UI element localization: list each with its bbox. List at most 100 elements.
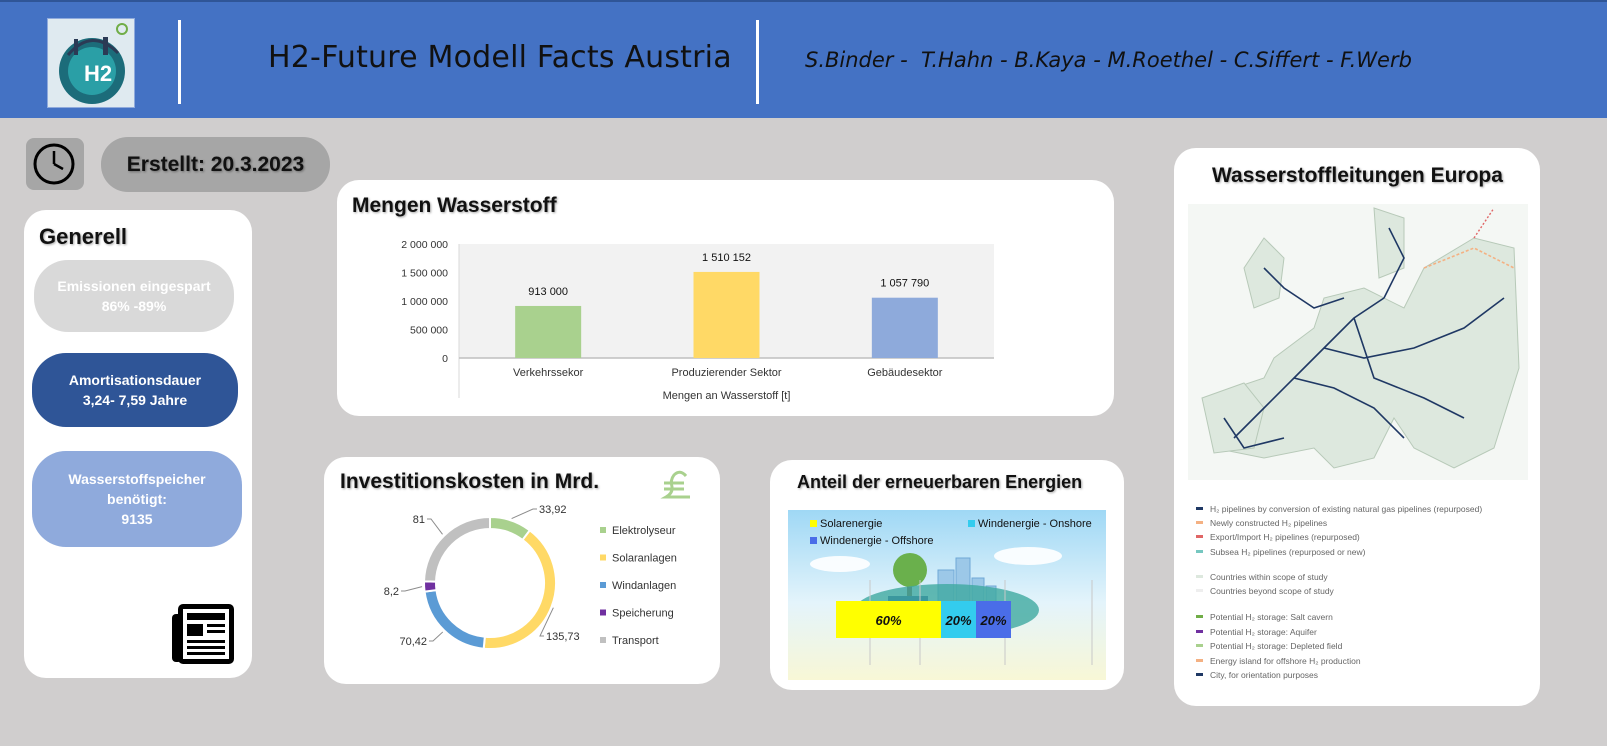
page-title: H2-Future Modell Facts Austria: [268, 40, 732, 75]
svg-text:H2: H2: [84, 61, 112, 86]
y-tick-label: 1 500 000: [401, 268, 448, 280]
map-legend-swatch: [1196, 535, 1203, 538]
storage-card: Wasserstoffspeicher benötigt: 9135: [32, 451, 242, 547]
uk-shape: [1243, 237, 1285, 309]
donut-slice: [489, 515, 532, 542]
europe-pipeline-map: H₂ pipelines by conversion of existing n…: [1188, 204, 1528, 680]
map-legend-label: Potential H₂ storage: Depleted field: [1210, 641, 1343, 651]
map-legend-label: Countries within scope of study: [1210, 572, 1328, 582]
leader-line: [511, 508, 537, 519]
map-legend-label: Newly constructed H₂ pipelines: [1210, 518, 1327, 528]
leader-line: [427, 518, 443, 535]
segment-value-label: 60%: [875, 613, 901, 628]
pipeline: [1233, 297, 1385, 439]
created-date-badge: Erstellt: 20.3.2023: [101, 137, 330, 192]
map-legend-swatch: [1196, 589, 1203, 592]
stack-segment: [976, 601, 1011, 638]
renewables-card: Anteil der erneuerbaren Energien 60% 20% 2…: [770, 460, 1124, 690]
segment-value-label: 20%: [944, 613, 971, 628]
leader-line: [429, 631, 444, 642]
segment-value-label: 20%: [979, 613, 1006, 628]
leader-line: [401, 586, 423, 592]
header-divider-1: [178, 20, 181, 104]
x-tick-label: Produzierender Sektor: [671, 367, 781, 379]
authors-line: S.Binder - T.Hahn - B.Kaya - M.Roethel -…: [805, 48, 1412, 72]
map-legend-swatch: [1196, 521, 1203, 524]
legend-swatch: [810, 537, 817, 544]
map-legend-label: City, for orientation purposes: [1210, 670, 1318, 680]
legend-swatch: [600, 582, 606, 588]
pipeline: [1223, 417, 1285, 449]
map-legend-swatch: [1196, 550, 1203, 553]
map-legend-swatch: [1196, 507, 1203, 510]
bar-value-label: 1 510 152: [702, 252, 751, 264]
investment-chart-title: Investitionskosten in Mrd.: [340, 470, 600, 493]
x-tick-label: Verkehrssekor: [513, 367, 584, 379]
map-legend-label: Potential H₂ storage: Salt cavern: [1210, 612, 1333, 622]
map-legend-swatch: [1196, 615, 1203, 618]
legend-swatch: [600, 554, 606, 561]
pipeline: [1293, 377, 1405, 439]
renewables-stacked-chart: 60% 20% 20% Solarenergie Windenergie - Onsho…: [788, 510, 1106, 680]
hydrogen-bar-chart: 0 500 000 1 000 000 1 500 000 2 000 000 913 0…: [401, 239, 994, 402]
map-legend-swatch: [1196, 575, 1203, 578]
bar: [693, 271, 760, 358]
legend-label: Windenergie - Offshore: [820, 535, 934, 547]
tree-icon: [893, 553, 927, 587]
legend-label: Windanlagen: [612, 580, 676, 592]
pipeline-new: [1423, 247, 1515, 269]
legend-swatch: [600, 609, 606, 616]
legend-label: Solaranlagen: [612, 553, 677, 565]
x-tick-label: Gebäudesektor: [867, 367, 943, 379]
emissions-value: 86% -89%: [101, 298, 167, 314]
y-tick-label: 500 000: [410, 325, 448, 337]
pound-icon: [660, 469, 696, 506]
map-title: Wasserstoffleitungen Europa: [1212, 164, 1503, 187]
clock-icon: [26, 138, 84, 190]
cloud-icon: [810, 556, 870, 572]
iberia-shape: [1201, 382, 1265, 454]
header-divider-2: [756, 20, 759, 104]
map-legend-swatch: [1196, 673, 1203, 676]
storage-label: Wasserstoffspeicher: [68, 471, 206, 487]
slice-value-label: 81: [413, 514, 425, 526]
storage-value: 9135: [121, 511, 153, 527]
storage-label-2: benötigt:: [107, 491, 167, 507]
map-legend-swatch: [1196, 644, 1203, 647]
legend-label: Solarenergie: [820, 518, 882, 530]
legend-label: Elektrolyseur: [612, 525, 676, 537]
y-tick-label: 2 000 000: [401, 239, 448, 251]
legend-label: Transport: [612, 635, 659, 647]
investment-card: Investitionskosten in Mrd. 33,92 135,73 70…: [324, 457, 720, 684]
legend-label: Speicherung: [612, 608, 674, 620]
map-legend-label: Potential H₂ storage: Aquifer: [1210, 627, 1317, 637]
emissions-label: Emissionen eingespart: [57, 278, 211, 294]
slice-value-label: 70,42: [399, 636, 427, 648]
payback-card: Amortisationsdauer 3,24- 7,59 Jahre: [32, 353, 238, 427]
map-legend-swatch: [1196, 659, 1203, 662]
payback-label: Amortisationsdauer: [68, 372, 202, 388]
map-legend-label: Subsea H₂ pipelines (repurposed or new): [1210, 547, 1366, 557]
pipeline: [1383, 227, 1405, 299]
donut-slice: [423, 580, 438, 593]
newspaper-icon: [170, 602, 236, 671]
legend-swatch: [600, 527, 606, 533]
legend-swatch: [600, 637, 606, 643]
slice-value-label: 33,92: [539, 504, 567, 516]
pipeline: [1263, 267, 1345, 309]
bar: [871, 297, 938, 358]
investment-donut-chart: 33,92 135,73 70,42 8,2 81 Elektrolyseur Solara…: [384, 504, 677, 650]
map-legend-label: Export/Import H₂ pipelines (repurposed): [1210, 532, 1360, 542]
y-tick-label: 0: [442, 353, 448, 365]
slice-value-label: 135,73: [546, 631, 580, 643]
bar-value-label: 913 000: [528, 286, 568, 298]
map-legend-label: Countries beyond scope of study: [1210, 586, 1335, 596]
bar: [515, 305, 582, 358]
cloud-icon: [994, 547, 1062, 565]
hydrogen-chart-title: Mengen Wasserstoff: [352, 194, 557, 217]
header-bar: H2 H2-Future Modell Facts Austria S.Bind…: [0, 0, 1607, 118]
y-tick-label: 1 000 000: [401, 296, 448, 308]
legend-swatch: [968, 520, 975, 527]
slice-value-label: 8,2: [384, 586, 399, 598]
donut-slice: [422, 515, 491, 583]
